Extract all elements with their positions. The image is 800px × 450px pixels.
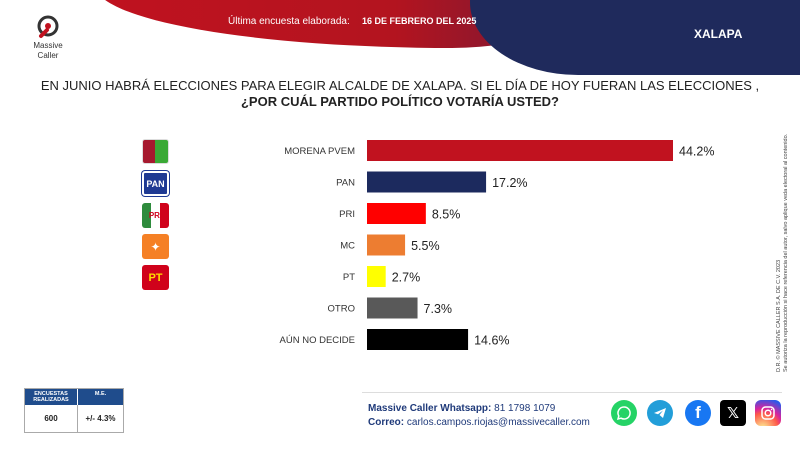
massive-caller-logo: Massive Caller — [18, 14, 78, 60]
pt-logo: PT — [142, 265, 169, 290]
footer-divider — [362, 392, 782, 393]
question-line1: EN JUNIO HABRÁ ELECCIONES PARA ELEGIR AL… — [40, 78, 760, 93]
value-label-6: 14.6% — [474, 334, 509, 348]
category-label-4: PT — [343, 272, 355, 283]
facebook-icon[interactable]: f — [685, 400, 711, 426]
whatsapp-icon[interactable] — [611, 400, 637, 426]
logo-name-line2: Caller — [37, 51, 59, 60]
logo-name-line1: Massive — [33, 41, 63, 50]
value-label-5: 7.3% — [424, 302, 453, 316]
email-label: Correo: — [368, 417, 405, 428]
question-line2: ¿POR CUÁL PARTIDO POLÍTICO VOTARÍA USTED… — [240, 94, 560, 109]
value-label-0: 44.2% — [679, 145, 714, 159]
bar-3 — [367, 234, 406, 256]
category-label-6: AÚN NO DECIDE — [280, 335, 355, 346]
bar-6 — [367, 329, 469, 350]
header-banner-navy — [470, 0, 800, 75]
value-label-1: 17.2% — [492, 176, 527, 190]
stats-value-me: +/- 4.3% — [77, 405, 123, 432]
whatsapp-label: Massive Caller Whatsapp: — [368, 403, 492, 414]
category-label-3: MC — [340, 241, 355, 252]
instagram-icon[interactable] — [755, 400, 781, 426]
stats-header-me: M.E. — [77, 389, 123, 405]
whatsapp-contact: Massive Caller Whatsapp: 81 1798 1079 — [368, 403, 555, 414]
category-label-5: OTRO — [328, 304, 355, 315]
bar-0 — [367, 140, 673, 161]
category-label-1: PAN — [336, 178, 355, 189]
city-name: XALAPA — [694, 27, 743, 41]
x-icon[interactable]: 𝕏 — [720, 400, 746, 426]
stats-header-surveys: ENCUESTAS REALIZADAS — [25, 389, 77, 405]
bar-2 — [367, 203, 426, 224]
stats-value-surveys: 600 — [44, 414, 58, 423]
value-label-4: 2.7% — [392, 271, 421, 285]
survey-stats-table: ENCUESTAS REALIZADAS M.E. 600 +/- 4.3% — [24, 388, 124, 433]
survey-label: Última encuesta elaborada: — [228, 16, 350, 27]
email-address[interactable]: carlos.campos.riojas@massivecaller.com — [406, 417, 590, 428]
whatsapp-number: 81 1798 1079 — [494, 403, 556, 414]
survey-date: 16 DE FEBRERO DEL 2025 — [362, 16, 477, 26]
email-contact: Correo: carlos.campos.riojas@massivecall… — [368, 417, 590, 428]
category-label-2: PRI — [339, 209, 355, 220]
massive-caller-logo-icon — [35, 14, 61, 40]
bar-5 — [367, 297, 418, 319]
morena-pvem-logo — [142, 139, 169, 164]
value-label-3: 5.5% — [411, 239, 440, 253]
pan-logo: PAN — [142, 171, 169, 196]
mc-logo: ✦ — [142, 234, 169, 259]
telegram-icon[interactable] — [647, 400, 673, 426]
bar-4 — [367, 266, 386, 287]
pri-logo: PRI — [142, 203, 169, 228]
category-label-0: MORENA PVEM — [284, 146, 355, 157]
value-label-2: 8.5% — [432, 208, 461, 222]
bar-1 — [367, 171, 487, 193]
